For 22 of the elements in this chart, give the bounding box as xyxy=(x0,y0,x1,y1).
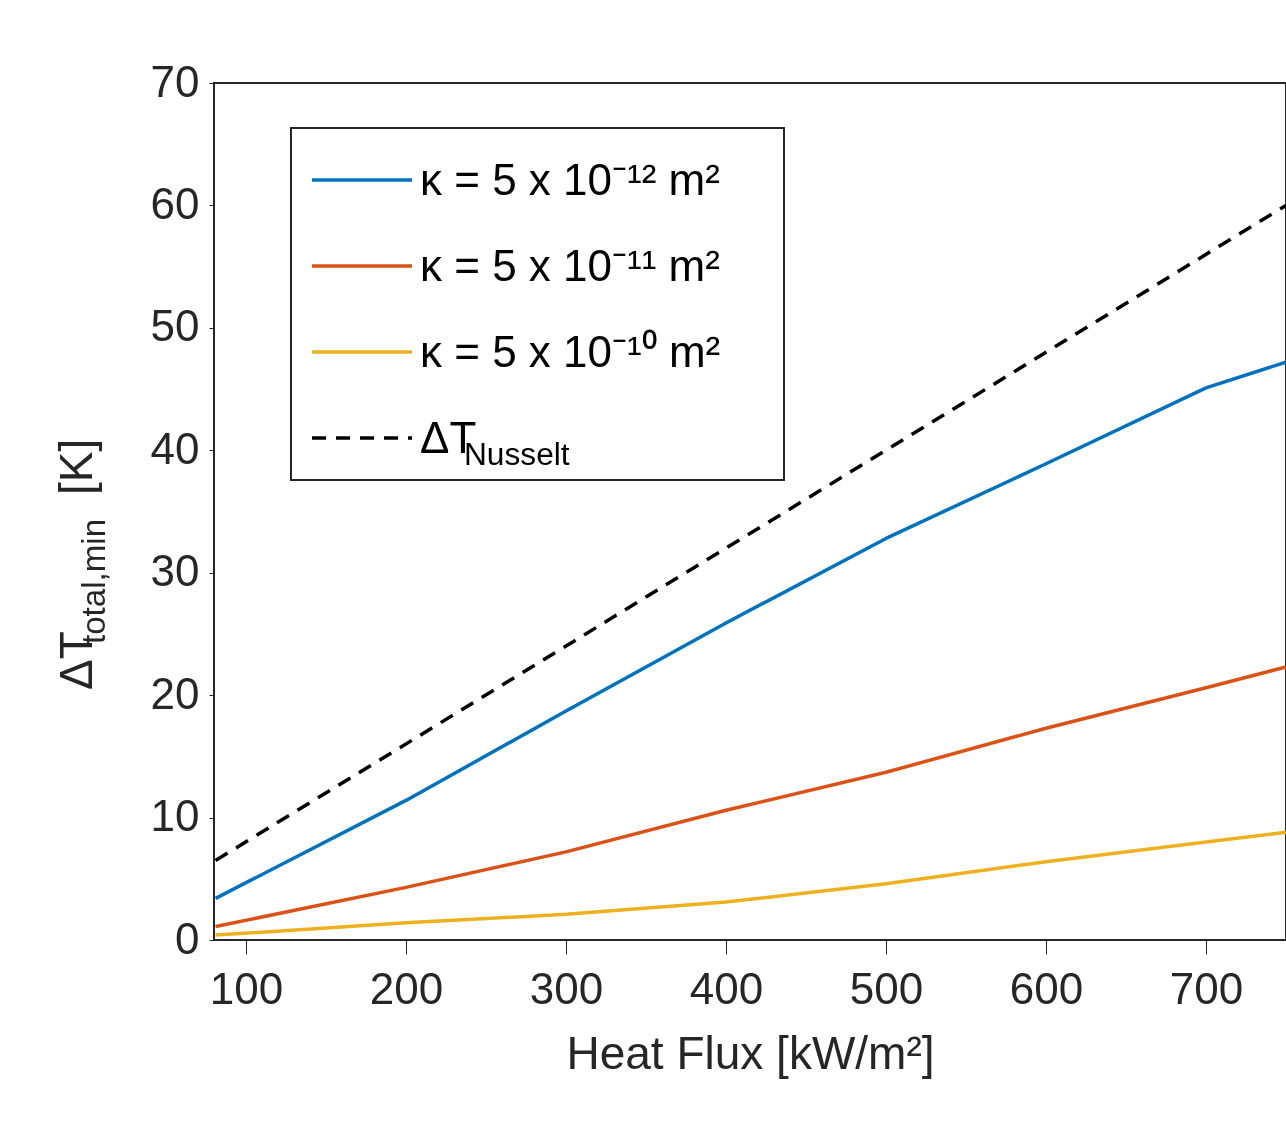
y-tick-label: 40 xyxy=(150,423,200,473)
x-tick-label: 300 xyxy=(529,963,604,1013)
y-tick-label: 50 xyxy=(150,301,200,351)
legend-label: κ = 5 x 10⁻¹¹ m² xyxy=(420,241,720,290)
x-tick-label: 100 xyxy=(209,963,284,1013)
y-axis-title: ΔTtotal,min [K] xyxy=(50,438,112,690)
y-tick-label: 20 xyxy=(150,668,200,718)
x-tick-label: 600 xyxy=(1009,963,1084,1013)
x-axis-title: Heat Flux [kW/m²] xyxy=(566,1026,935,1079)
legend-label: κ = 5 x 10⁻¹⁰ m² xyxy=(420,327,721,376)
line-series xyxy=(214,830,1286,937)
legend-label: κ = 5 x 10⁻¹² m² xyxy=(420,155,720,204)
x-tick-label: 700 xyxy=(1169,963,1244,1013)
y-tick-label: 30 xyxy=(150,546,200,596)
y-tick-label: 0 xyxy=(175,913,200,963)
line-series xyxy=(214,665,1286,929)
y-tick-label: 70 xyxy=(150,56,200,106)
y-tick-label: 10 xyxy=(150,791,200,841)
y-tick-label: 60 xyxy=(150,178,200,228)
x-tick-label: 500 xyxy=(849,963,924,1013)
x-tick-label: 400 xyxy=(689,963,764,1013)
x-tick-label: 200 xyxy=(369,963,444,1013)
